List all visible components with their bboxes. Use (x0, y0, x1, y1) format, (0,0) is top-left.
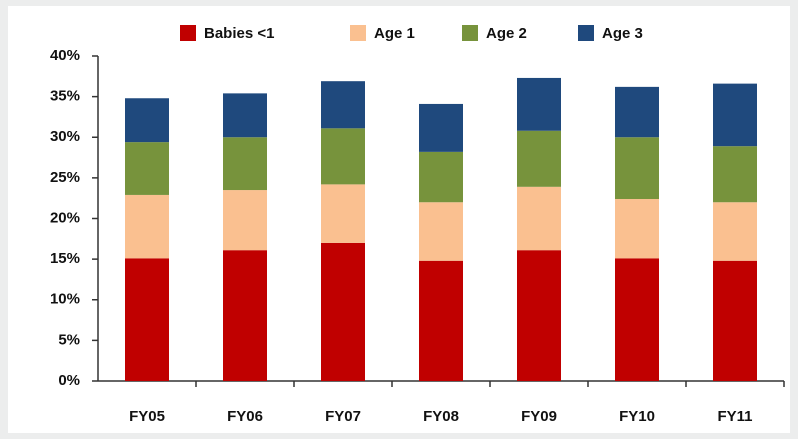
bar-segment (321, 81, 365, 129)
bar-segment (321, 128, 365, 185)
x-tick-label: FY07 (325, 408, 361, 425)
bar-segment (419, 202, 463, 261)
legend-label: Age 2 (486, 25, 527, 42)
bar-segment (419, 151, 463, 203)
bar-segment (321, 184, 365, 243)
bar-segment (517, 250, 561, 381)
bar-segment (713, 83, 757, 147)
y-tick-label: 20% (50, 209, 80, 226)
bar-segment (223, 137, 267, 191)
y-tick-label: 35% (50, 88, 80, 105)
bar-segment (713, 146, 757, 203)
bar-segment (125, 194, 169, 259)
bar-segment (615, 258, 659, 381)
bar-segment (125, 258, 169, 381)
y-tick-label: 10% (50, 291, 80, 308)
legend-label: Babies <1 (204, 25, 274, 42)
legend-swatch (350, 25, 366, 41)
bar-segment (223, 93, 267, 138)
bar-segment (321, 242, 365, 381)
bar-segment (419, 103, 463, 152)
x-tick-label: FY11 (717, 408, 752, 425)
y-tick-label: 15% (50, 250, 80, 267)
y-tick-label: 0% (58, 372, 80, 389)
bar-segment (419, 260, 463, 381)
bar-segment (517, 77, 561, 131)
y-tick-label: 40% (50, 47, 80, 64)
y-tick-label: 5% (58, 331, 80, 348)
legend-label: Age 1 (374, 25, 415, 42)
bar-segment (223, 250, 267, 381)
bar-segment (615, 199, 659, 259)
y-tick-label: 25% (50, 169, 80, 186)
legend-label: Age 3 (602, 25, 643, 42)
x-tick-label: FY10 (619, 408, 655, 425)
bar-segment (517, 186, 561, 251)
bar-segment (517, 130, 561, 187)
x-tick-label: FY09 (521, 408, 557, 425)
bar-segment (615, 86, 659, 138)
x-tick-label: FY08 (423, 408, 459, 425)
y-tick-label: 30% (50, 128, 80, 145)
legend-swatch (578, 25, 594, 41)
x-tick-label: FY06 (227, 408, 263, 425)
bar-segment (223, 190, 267, 251)
bar-segment (615, 137, 659, 199)
legend-swatch (462, 25, 478, 41)
bar-segment (125, 98, 169, 143)
bar-segment (713, 202, 757, 261)
x-tick-label: FY05 (129, 408, 165, 425)
bar-segment (713, 260, 757, 381)
bar-segment (125, 142, 169, 195)
legend-swatch (180, 25, 196, 41)
